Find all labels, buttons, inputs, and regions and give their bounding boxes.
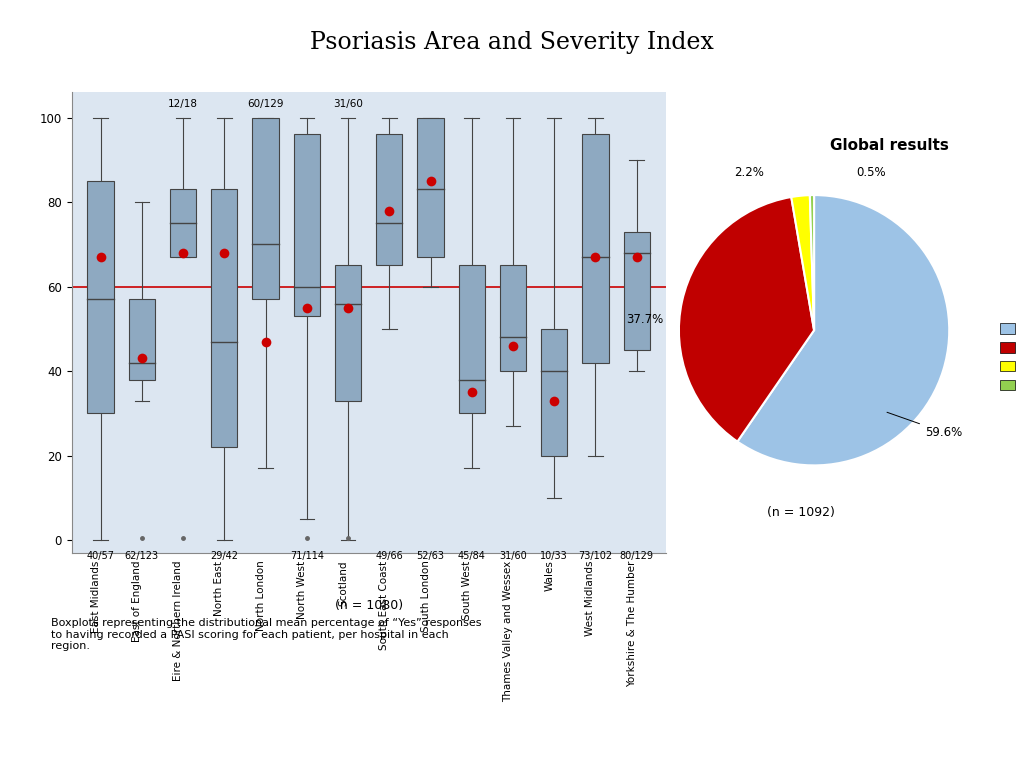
Text: 29/42: 29/42 (210, 551, 239, 561)
Wedge shape (810, 195, 814, 330)
Text: Psoriasis Area and Severity Index: Psoriasis Area and Severity Index (310, 31, 714, 54)
Legend: Yes, No, Other, Blank: Yes, No, Other, Blank (995, 318, 1024, 397)
Text: 73/102: 73/102 (579, 551, 612, 561)
Text: Global results: Global results (830, 138, 949, 153)
Text: 80/129: 80/129 (620, 551, 653, 561)
Bar (87, 181, 114, 413)
Text: 0.5%: 0.5% (856, 166, 886, 179)
Text: (n = 1092): (n = 1092) (767, 506, 835, 519)
Bar (335, 266, 361, 401)
Bar (211, 190, 238, 447)
Wedge shape (737, 195, 949, 465)
Text: 62/123: 62/123 (125, 551, 159, 561)
Text: 37.7%: 37.7% (627, 313, 664, 326)
Bar (170, 190, 197, 257)
Bar (252, 118, 279, 300)
Text: 2.2%: 2.2% (734, 166, 764, 179)
Bar (294, 134, 319, 316)
Bar (376, 134, 402, 266)
Text: 31/60: 31/60 (499, 551, 527, 561)
Text: 71/114: 71/114 (290, 551, 324, 561)
Text: (n = 1080): (n = 1080) (335, 600, 402, 612)
Text: 60/129: 60/129 (247, 99, 284, 109)
Text: 49/66: 49/66 (376, 551, 403, 561)
Bar (500, 266, 526, 371)
Bar (418, 118, 443, 257)
Text: 40/57: 40/57 (87, 551, 115, 561)
Bar (459, 266, 485, 413)
Text: 52/63: 52/63 (417, 551, 444, 561)
Text: 31/60: 31/60 (333, 99, 362, 109)
Text: 45/84: 45/84 (458, 551, 485, 561)
Text: 59.6%: 59.6% (887, 412, 963, 439)
Text: 12/18: 12/18 (168, 99, 198, 109)
Wedge shape (679, 197, 814, 442)
Text: Boxplots representing the distributional mean percentage of “Yes” responses
to h: Boxplots representing the distributional… (51, 618, 481, 651)
Bar (541, 329, 567, 455)
Bar (624, 232, 650, 350)
Wedge shape (792, 195, 814, 330)
Text: 10/33: 10/33 (541, 551, 568, 561)
Bar (583, 134, 608, 362)
Bar (129, 300, 155, 379)
